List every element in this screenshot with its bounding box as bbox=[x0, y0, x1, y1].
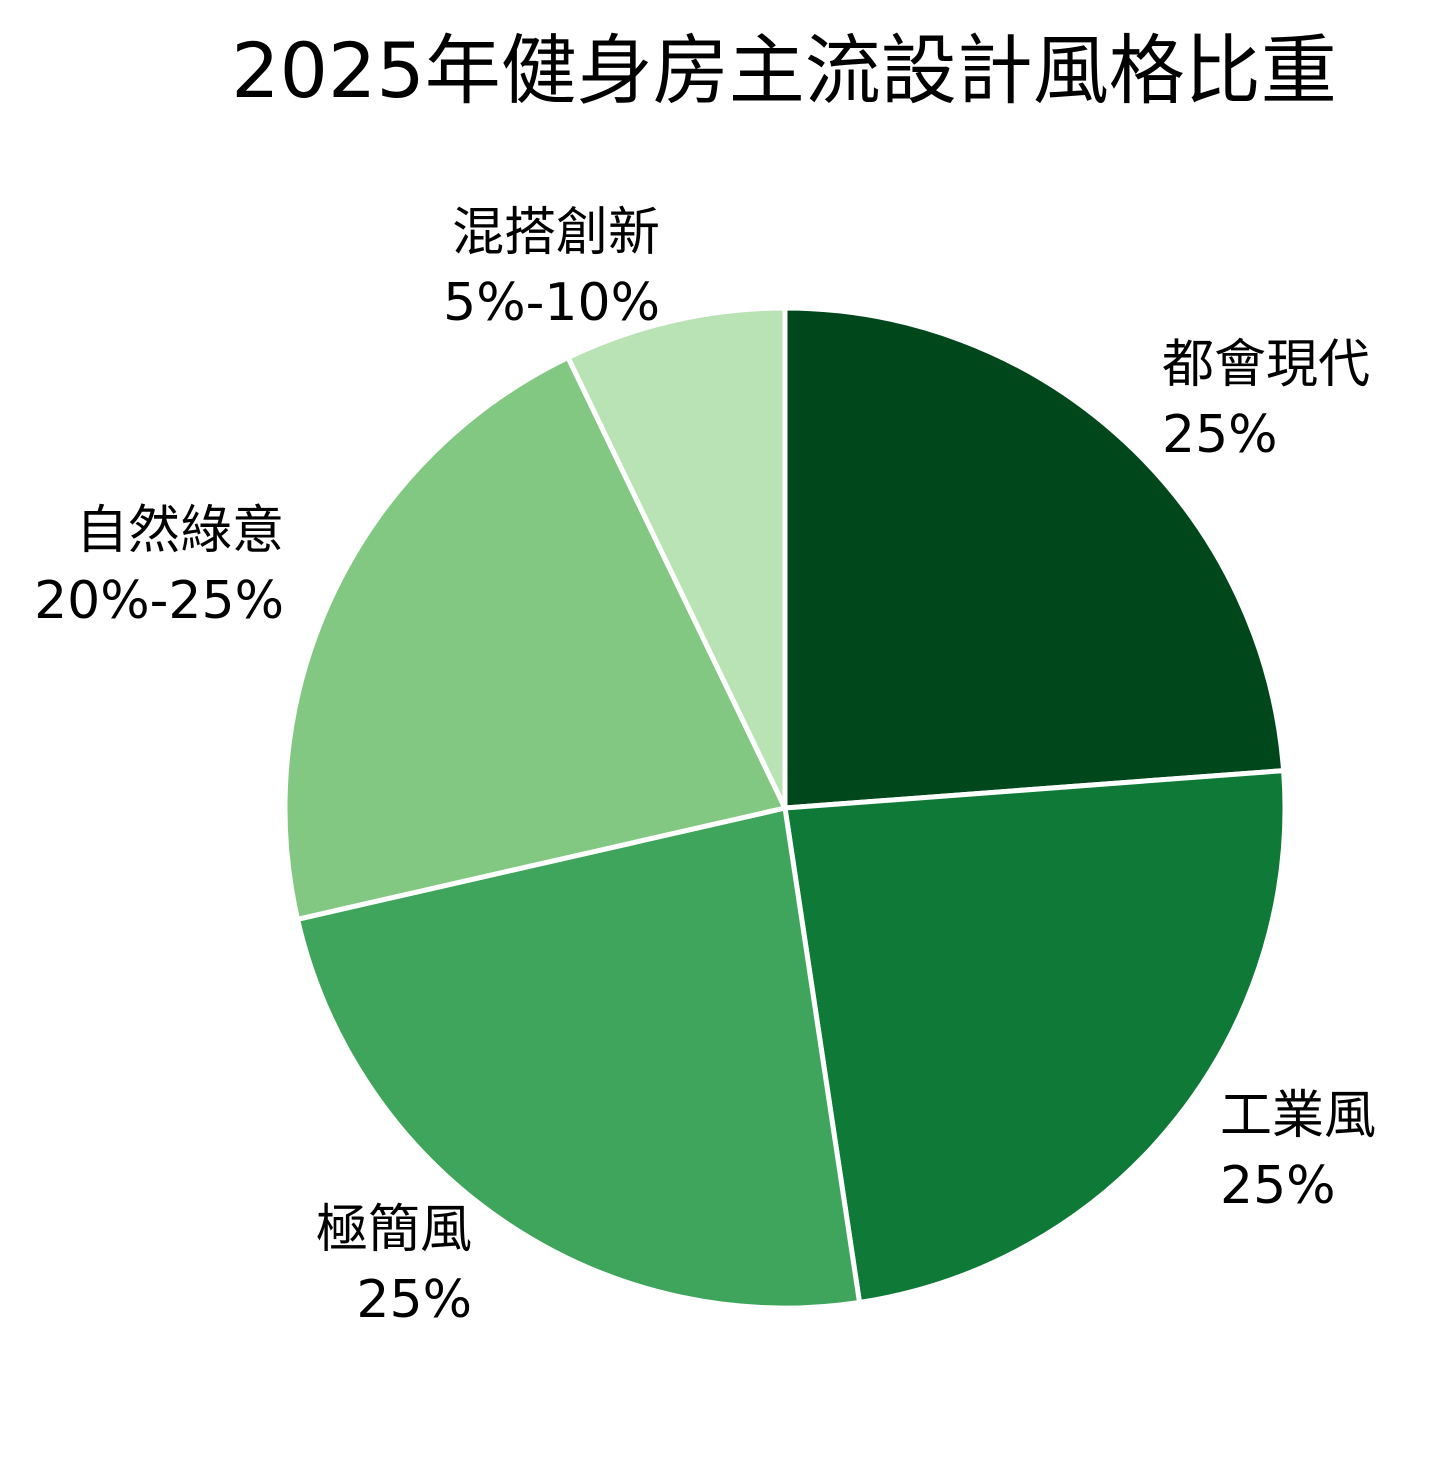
slice-value-label: 25% bbox=[1162, 405, 1278, 465]
pie-slices bbox=[282, 305, 1288, 1311]
slice-value-label: 25% bbox=[1220, 1156, 1336, 1216]
pie-slice bbox=[782, 305, 1287, 811]
pie-slice bbox=[565, 305, 788, 811]
slice-value-label: 25% bbox=[356, 1270, 472, 1330]
slice-category-label: 自然綠意 bbox=[76, 501, 284, 561]
pie-slice bbox=[782, 768, 1288, 1305]
slice-category-label: 混搭創新 bbox=[452, 203, 660, 263]
pie-labels: 都會現代 25% 工業風 25% 極簡風 25% 自然綠意 20%-25% 混搭創新 5%-10% bbox=[34, 203, 1376, 1330]
slice-value-label: 20%-25% bbox=[34, 571, 284, 631]
pie-slice bbox=[295, 805, 863, 1311]
slice-category-label: 都會現代 bbox=[1162, 335, 1370, 395]
slice-category-label: 極簡風 bbox=[316, 1200, 472, 1260]
chart-title: 2025年健身房主流設計風格比重 bbox=[231, 26, 1336, 115]
slice-category-label: 工業風 bbox=[1220, 1086, 1376, 1146]
slice-value-label: 5%-10% bbox=[443, 273, 660, 333]
pie-slice bbox=[282, 355, 788, 922]
